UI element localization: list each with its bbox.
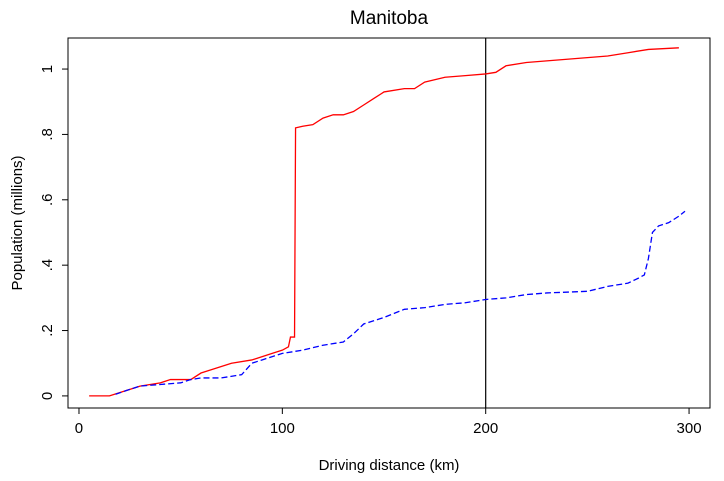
plot-frame xyxy=(67,37,711,409)
y-tick-label: 1 xyxy=(39,65,56,73)
data-line xyxy=(89,47,679,397)
y-axis-label: Population (millions) xyxy=(9,155,26,290)
y-tick-label: .8 xyxy=(39,128,56,141)
y-tick-label: .4 xyxy=(39,259,56,272)
chart-title: Manitoba xyxy=(350,8,429,29)
x-tick-label: 0 xyxy=(75,420,83,437)
x-tick-label: 200 xyxy=(473,420,498,437)
y-tick-label: .6 xyxy=(39,194,56,207)
data-line xyxy=(115,210,686,395)
x-tick-label: 100 xyxy=(270,420,295,437)
y-tick-label: .2 xyxy=(39,324,56,337)
x-axis-label: Driving distance (km) xyxy=(319,457,460,474)
y-tick-label: 0 xyxy=(39,392,56,400)
x-tick-label: 300 xyxy=(677,420,702,437)
